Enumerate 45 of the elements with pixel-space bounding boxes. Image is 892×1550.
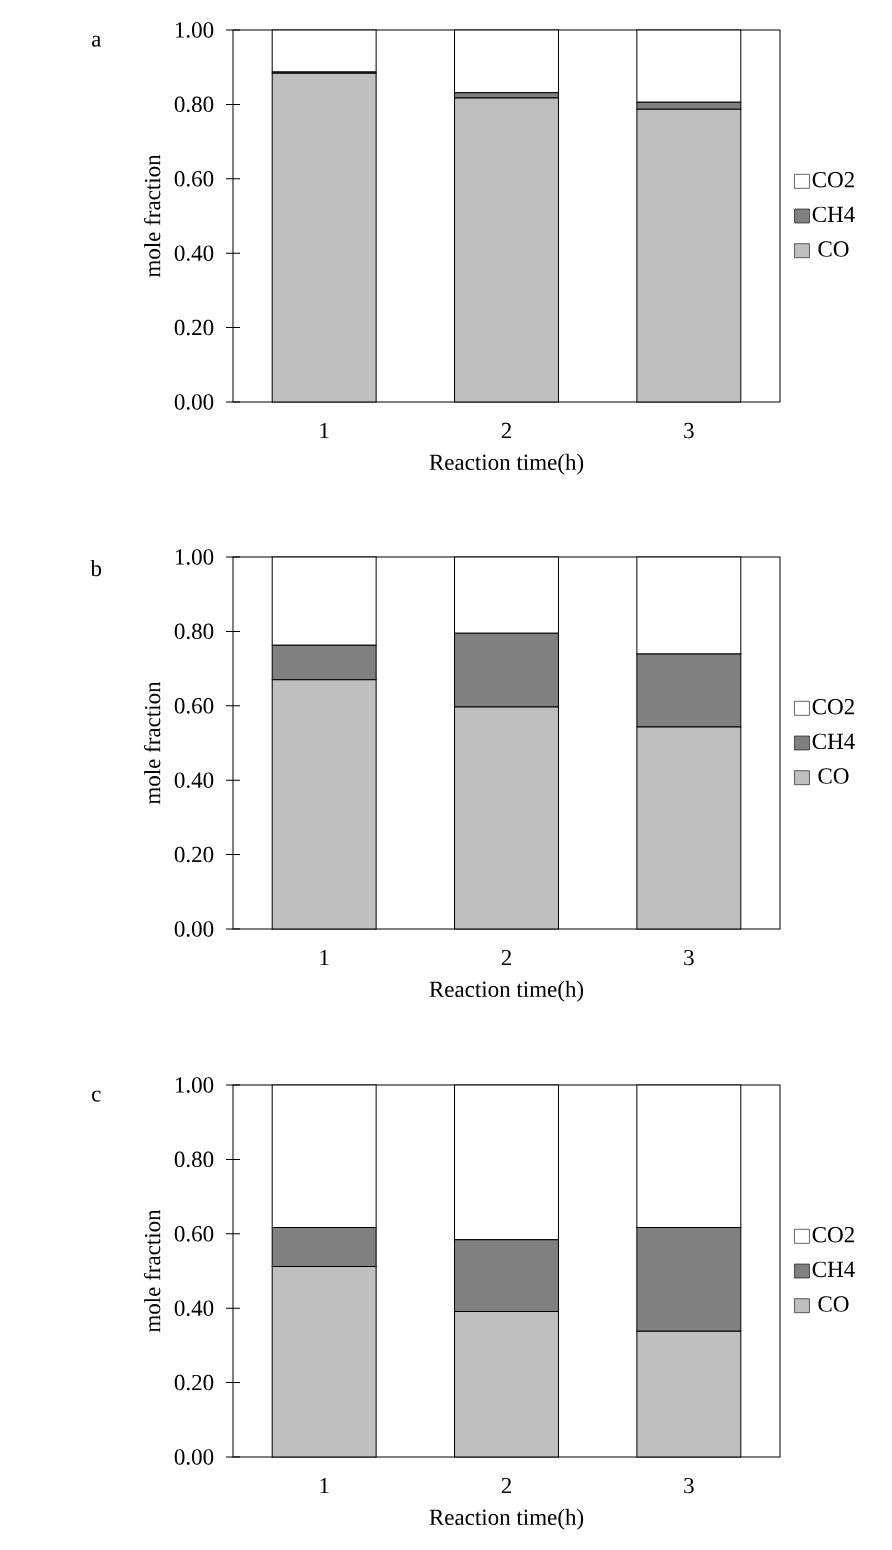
- x-axis-title: Reaction time(h): [429, 980, 584, 1002]
- legend-label: CH4: [812, 1261, 855, 1278]
- y-tick-label: 0.40: [174, 772, 214, 789]
- legend-label: CO: [818, 241, 849, 257]
- y-tick-label: 0.60: [174, 1226, 214, 1242]
- legend-label: CO2: [812, 698, 854, 715]
- x-tick-label: 2: [501, 1477, 511, 1494]
- x-tick-label: 1: [320, 949, 329, 966]
- x-tick-label: 3: [684, 422, 694, 439]
- x-tick-label: 2: [501, 949, 511, 966]
- chart-title: a: [91, 35, 102, 47]
- y-tick-label: 0.80: [174, 623, 214, 640]
- legend-label: CO: [818, 768, 849, 784]
- y-tick-label: 0.80: [174, 96, 214, 113]
- y-tick-label: 0.20: [174, 846, 214, 863]
- y-axis-title: mole fraction: [143, 1209, 161, 1333]
- x-tick-label: 3: [684, 949, 694, 966]
- legend-label: CO2: [812, 171, 854, 188]
- y-tick-label: 1.00: [175, 1077, 214, 1093]
- y-tick-label: 0.20: [174, 319, 214, 336]
- chart-title: c: [92, 1090, 101, 1102]
- y-tick-label: 1.00: [175, 22, 214, 38]
- x-tick-label: 1: [320, 1477, 329, 1494]
- y-tick-label: 0.60: [174, 697, 214, 714]
- x-axis-title: Reaction time(h): [429, 453, 584, 475]
- y-tick-label: 0.00: [174, 1449, 214, 1465]
- legend-label: CO: [818, 1296, 849, 1312]
- chart-title: b: [90, 560, 102, 577]
- y-tick-label: 0.00: [174, 921, 214, 937]
- x-tick-label: 1: [320, 422, 329, 439]
- y-tick-label: 0.40: [174, 1300, 214, 1317]
- y-tick-label: 0.00: [174, 394, 214, 410]
- y-tick-label: 0.20: [174, 1374, 214, 1391]
- x-axis-title: Reaction time(h): [429, 1508, 584, 1530]
- legend-label: CH4: [812, 733, 855, 750]
- legend-label: CH4: [812, 206, 855, 223]
- legend-label: CO2: [812, 1227, 854, 1243]
- x-tick-label: 2: [501, 422, 511, 439]
- y-axis-title: mole fraction: [143, 681, 161, 805]
- y-tick-label: 0.60: [174, 170, 214, 187]
- y-tick-label: 1.00: [175, 549, 214, 565]
- x-tick-label: 3: [684, 1477, 694, 1494]
- y-axis-title: mole fraction: [143, 154, 161, 278]
- y-tick-label: 0.80: [174, 1151, 214, 1168]
- y-tick-label: 0.40: [174, 245, 214, 262]
